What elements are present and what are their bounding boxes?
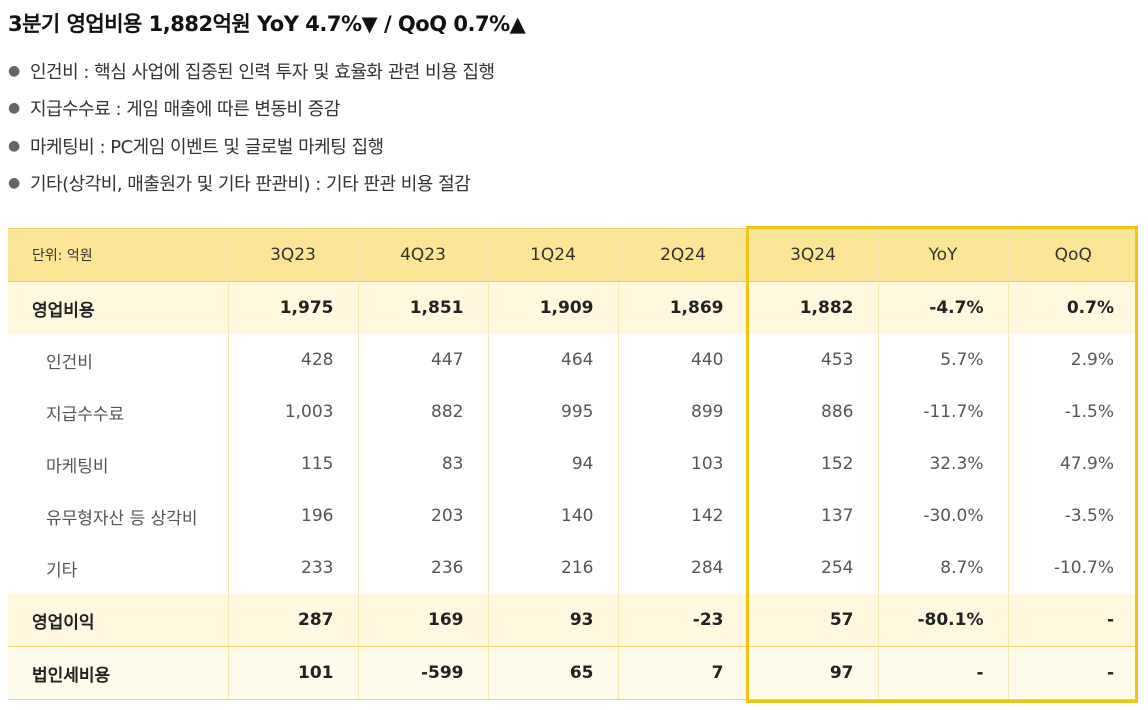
table-cell: 142 xyxy=(617,490,748,542)
column-header: 4Q23 xyxy=(357,228,488,282)
table-cell: 254 xyxy=(747,542,878,594)
table-cell: -4.7% xyxy=(877,281,1008,334)
column-header: 2Q24 xyxy=(617,228,748,282)
table-cell: 83 xyxy=(357,438,488,490)
list-item: ● 기타(상각비, 매출원가 및 기타 판관비) : 기타 판관 비용 절감 xyxy=(8,165,495,203)
table-cell: -1.5% xyxy=(1007,386,1138,438)
table-cell: 0.7% xyxy=(1007,281,1138,334)
table-cell: 7 xyxy=(617,646,748,700)
column-header: YoY xyxy=(877,228,1008,282)
bullet-text: 인건비 : 핵심 사업에 집중된 인력 투자 및 효율화 관련 비용 집행 xyxy=(30,61,495,83)
table-cell: 899 xyxy=(617,386,748,438)
table-cell: 203 xyxy=(357,490,488,542)
table-cell: 103 xyxy=(617,438,748,490)
table-cell: 101 xyxy=(227,646,358,700)
table-row: 영업비용 1,975 1,851 1,909 1,869 1,882 -4.7% 0.7% xyxy=(8,281,1138,334)
bullet-icon: ● xyxy=(8,175,20,192)
list-item: ● 지급수수료 : 게임 매출에 따른 변동비 증감 xyxy=(8,90,495,128)
table-cell: 995 xyxy=(487,386,618,438)
table-cell: 886 xyxy=(747,386,878,438)
table-cell: 93 xyxy=(487,594,618,647)
table-header-row: 단위: 억원 3Q23 4Q23 1Q24 2Q24 3Q24 YoY QoQ xyxy=(8,228,1138,282)
bullet-text: 기타(상각비, 매출원가 및 기타 판관비) : 기타 판관 비용 절감 xyxy=(30,174,471,196)
table-cell: 65 xyxy=(487,646,618,700)
table-cell: 137 xyxy=(747,490,878,542)
table-cell: -599 xyxy=(357,646,488,700)
table-cell: -10.7% xyxy=(1007,542,1138,594)
row-label: 마케팅비 xyxy=(8,438,228,490)
table-cell: 97 xyxy=(747,646,878,700)
table-cell: 287 xyxy=(227,594,358,647)
bullet-icon: ● xyxy=(8,137,20,154)
table-cell: 284 xyxy=(617,542,748,594)
row-label: 법인세비용 xyxy=(8,646,228,700)
table-cell: -3.5% xyxy=(1007,490,1138,542)
table-cell: 447 xyxy=(357,334,488,386)
table-cell: -80.1% xyxy=(877,594,1008,647)
bullet-icon: ● xyxy=(8,62,20,79)
bullet-text: 마케팅비 : PC게임 이벤트 및 글로벌 마케팅 집행 xyxy=(30,136,384,158)
table-cell: 428 xyxy=(227,334,358,386)
table-cell: 1,909 xyxy=(487,281,618,334)
table-cell: -11.7% xyxy=(877,386,1008,438)
table-cell: 882 xyxy=(357,386,488,438)
table-cell: 115 xyxy=(227,438,358,490)
table-row: 인건비 428 447 464 440 453 5.7% 2.9% xyxy=(8,334,1138,386)
table-cell: 236 xyxy=(357,542,488,594)
table-cell: 94 xyxy=(487,438,618,490)
row-label: 영업이익 xyxy=(8,594,228,647)
table-cell: 2.9% xyxy=(1007,334,1138,386)
table-cell: -23 xyxy=(617,594,748,647)
table-row: 유무형자산 등 상각비 196 203 140 142 137 -30.0% -3.5% xyxy=(8,490,1138,542)
table-cell: 1,869 xyxy=(617,281,748,334)
unit-label: 단위: 억원 xyxy=(8,228,228,282)
table-cell: 5.7% xyxy=(877,334,1008,386)
table-cell: - xyxy=(1007,594,1138,647)
table-cell: 196 xyxy=(227,490,358,542)
bullet-text: 지급수수료 : 게임 매출에 따른 변동비 증감 xyxy=(30,99,340,121)
table-cell: 464 xyxy=(487,334,618,386)
table-cell: 140 xyxy=(487,490,618,542)
table-cell: 1,003 xyxy=(227,386,358,438)
table-cell: 8.7% xyxy=(877,542,1008,594)
table-cell: 1,975 xyxy=(227,281,358,334)
table-row: 지급수수료 1,003 882 995 899 886 -11.7% -1.5% xyxy=(8,386,1138,438)
table-cell: -30.0% xyxy=(877,490,1008,542)
column-header: 3Q24 xyxy=(747,228,878,282)
table-cell: 216 xyxy=(487,542,618,594)
table-cell: 57 xyxy=(747,594,878,647)
table-cell: 32.3% xyxy=(877,438,1008,490)
bullet-icon: ● xyxy=(8,100,20,117)
table-cell: 440 xyxy=(617,334,748,386)
row-label: 인건비 xyxy=(8,334,228,386)
list-item: ● 인건비 : 핵심 사업에 집중된 인력 투자 및 효율화 관련 비용 집행 xyxy=(8,52,495,90)
row-label: 영업비용 xyxy=(8,281,228,334)
table-cell: 1,882 xyxy=(747,281,878,334)
table-cell: 169 xyxy=(357,594,488,647)
row-label: 기타 xyxy=(8,542,228,594)
list-item: ● 마케팅비 : PC게임 이벤트 및 글로벌 마케팅 집행 xyxy=(8,127,495,165)
table-cell: 1,851 xyxy=(357,281,488,334)
table-row: 기타 233 236 216 284 254 8.7% -10.7% xyxy=(8,542,1138,594)
table-row: 마케팅비 115 83 94 103 152 32.3% 47.9% xyxy=(8,438,1138,490)
page-title: 3분기 영업비용 1,882억원 YoY 4.7%▼ / QoQ 0.7%▲ xyxy=(8,12,526,36)
table-cell: - xyxy=(1007,646,1138,700)
bullet-list: ● 인건비 : 핵심 사업에 집중된 인력 투자 및 효율화 관련 비용 집행 ●… xyxy=(8,52,495,202)
operating-expense-table: 단위: 억원 3Q23 4Q23 1Q24 2Q24 3Q24 YoY QoQ 영업비용 1,9… xyxy=(8,228,1138,700)
table-cell: 152 xyxy=(747,438,878,490)
row-label: 지급수수료 xyxy=(8,386,228,438)
column-header: 1Q24 xyxy=(487,228,618,282)
table-cell: 47.9% xyxy=(1007,438,1138,490)
table-cell: 453 xyxy=(747,334,878,386)
row-label: 유무형자산 등 상각비 xyxy=(8,490,228,542)
column-header: QoQ xyxy=(1007,228,1138,282)
table-row: 영업이익 287 169 93 -23 57 -80.1% - xyxy=(8,594,1138,647)
column-header: 3Q23 xyxy=(227,228,358,282)
table-cell: 233 xyxy=(227,542,358,594)
table-cell: - xyxy=(877,646,1008,700)
table-row: 법인세비용 101 -599 65 7 97- - xyxy=(8,646,1138,700)
